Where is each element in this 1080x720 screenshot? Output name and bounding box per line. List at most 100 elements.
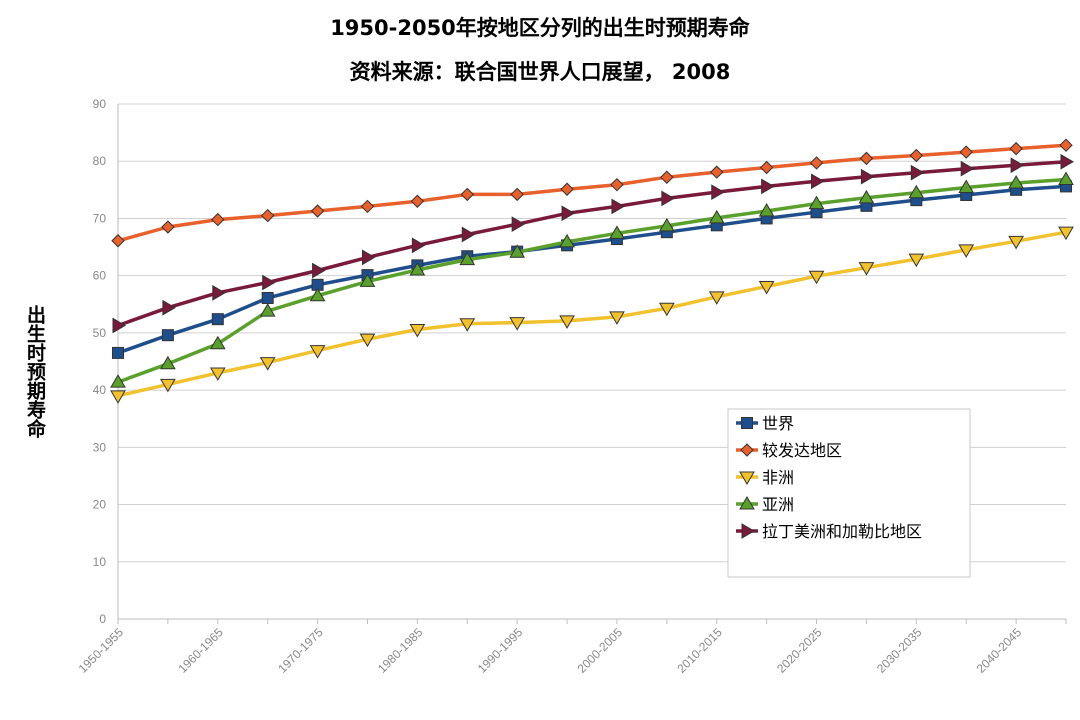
y-tick-label: 70 [93,211,107,225]
x-tick-label: 2040-2045 [974,625,1025,676]
data-point-diamond [859,151,874,166]
x-tick-label: 1950-1955 [76,625,127,676]
data-point-triangle-up [359,273,376,287]
data-point-triangle-right [212,284,226,301]
x-tick-label: 1980-1985 [375,625,426,676]
series-line [117,184,1067,355]
data-point-triangle-up [309,287,326,302]
legend-box [727,408,971,578]
data-point-triangle-up [858,189,875,204]
y-tick-label: 10 [93,555,107,569]
data-point-diamond [759,160,774,175]
data-point-triangle-right [711,184,725,200]
data-point-triangle-down [1008,235,1024,250]
data-point-triangle-down [209,367,226,381]
data-point-diamond [909,148,924,163]
data-point-triangle-down [409,323,426,338]
data-point-diamond [740,443,754,457]
series-group [110,138,1074,404]
data-point-triangle-down [758,281,775,295]
data-point-diamond [809,156,824,170]
data-point-triangle-down [110,390,126,404]
chart-title: 1950-2050年按地区分列的出生时预期寿命 [330,16,750,40]
data-point-triangle-up [958,179,975,194]
series-line [117,143,1067,243]
legend-label: 亚洲 [762,495,794,514]
data-point-triangle-right [361,249,376,266]
y-tick-label: 40 [93,383,107,397]
x-tick-label: 2010-2015 [674,625,725,676]
data-point-triangle-down [1058,226,1074,241]
y-tick-label: 30 [93,440,107,454]
legend-label: 拉丁美洲和加勒比地区 [762,522,922,541]
series-4 [112,153,1074,334]
data-point-triangle-up [459,251,476,266]
data-point-diamond [410,194,425,208]
data-point-triangle-right [910,164,925,181]
data-point-square [112,346,124,359]
data-point-triangle-right [741,523,755,539]
legend-label: 非洲 [762,468,794,487]
data-point-triangle-up [739,496,755,510]
data-point-triangle-right [1010,157,1025,174]
data-point-triangle-up [658,217,675,232]
data-point-triangle-up [110,374,126,388]
data-point-triangle-up [609,225,625,239]
data-point-triangle-up [908,184,925,199]
data-point-triangle-up [509,244,526,258]
x-tick-label: 2030-2035 [874,625,925,676]
y-tick-label: 20 [93,498,107,512]
x-tick-label: 2000-2005 [575,625,626,676]
chart-subtitle: 资料来源：联合国世界人口展望， 2008 [349,60,731,84]
data-point-diamond [111,234,125,248]
data-point-triangle-right [860,168,875,185]
data-point-triangle-right [112,317,126,334]
data-point-triangle-down [908,253,925,268]
legend-label: 世界 [762,414,794,433]
data-point-triangle-down [808,270,825,285]
data-point-triangle-down [259,357,276,371]
data-point-triangle-down [609,311,625,325]
series-1 [111,138,1073,248]
data-point-triangle-up [758,203,775,217]
legend-label: 较发达地区 [762,441,842,460]
series-0 [112,180,1072,359]
y-tick-label: 90 [93,97,107,111]
data-point-triangle-up [708,209,725,224]
data-point-triangle-up [160,355,176,370]
series-line [117,230,1067,398]
series-3 [110,171,1074,388]
data-point-diamond [1059,138,1073,152]
data-point-diamond [510,187,524,202]
data-point-triangle-down [658,302,675,317]
data-point-square [161,329,174,342]
data-point-diamond [460,187,474,202]
data-point-triangle-down [559,315,575,329]
data-point-diamond [260,208,275,223]
data-point-triangle-down [309,345,326,359]
series-line [117,177,1067,384]
data-point-diamond [161,220,175,234]
y-tick-label: 80 [93,154,107,168]
y-tick-label: 0 [99,612,106,626]
data-point-triangle-right [461,226,476,243]
x-tick-label: 1990-1995 [475,625,526,676]
data-point-triangle-down [160,378,176,393]
y-tick-label: 60 [93,269,107,283]
data-point-triangle-right [611,198,625,215]
gridlines [118,103,1066,620]
data-point-triangle-right [511,216,526,233]
data-point-triangle-down [708,291,725,305]
series-2 [110,226,1074,404]
data-point-diamond [560,182,574,196]
data-point-diamond [959,145,973,159]
data-point-triangle-up [808,195,825,210]
data-point-triangle-down [359,333,376,348]
y-tick-label: 50 [93,326,107,340]
data-point-diamond [211,212,225,227]
data-point-diamond [610,177,624,192]
data-point-triangle-up [559,233,575,248]
data-point-triangle-right [411,237,426,254]
x-tick-label: 2020-2025 [774,625,825,676]
